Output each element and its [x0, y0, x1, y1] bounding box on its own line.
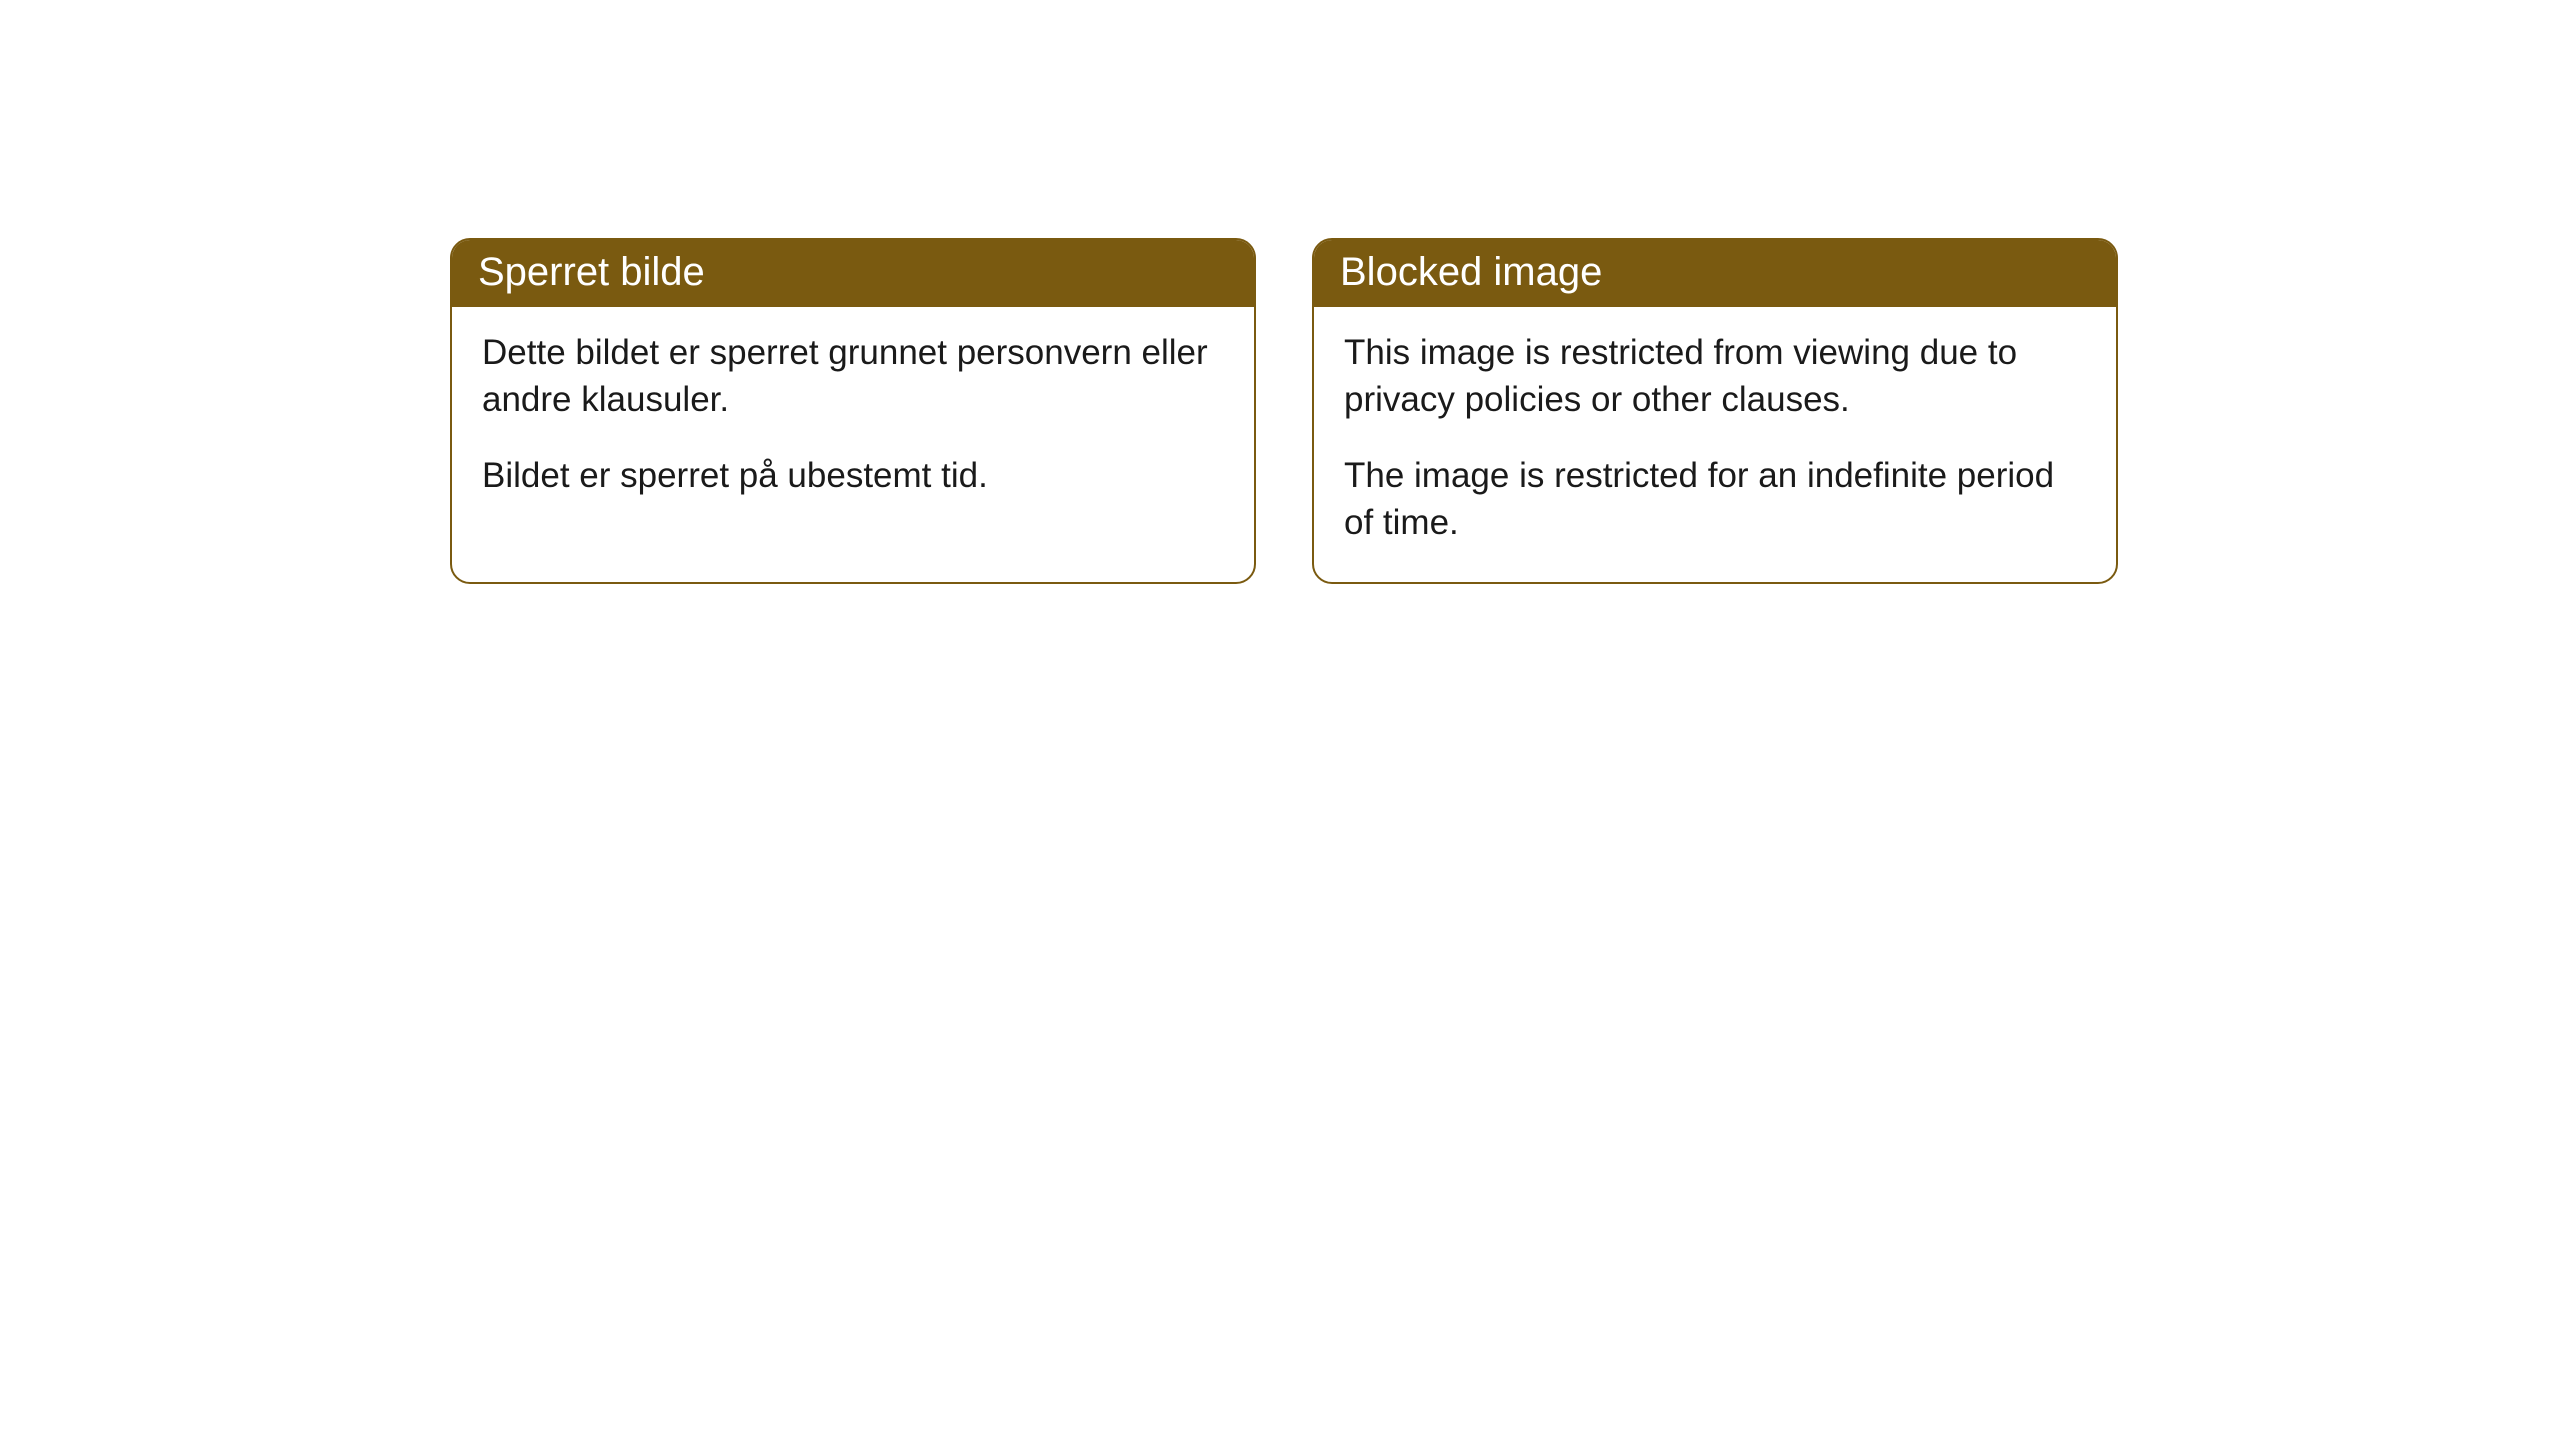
card-paragraph-1-english: This image is restricted from viewing du… — [1344, 329, 2086, 424]
cards-container: Sperret bilde Dette bildet er sperret gr… — [0, 0, 2560, 584]
card-paragraph-2-norwegian: Bildet er sperret på ubestemt tid. — [482, 452, 1224, 499]
blocked-image-card-english: Blocked image This image is restricted f… — [1312, 238, 2118, 584]
card-body-english: This image is restricted from viewing du… — [1314, 307, 2116, 582]
card-paragraph-2-english: The image is restricted for an indefinit… — [1344, 452, 2086, 547]
card-body-norwegian: Dette bildet er sperret grunnet personve… — [452, 307, 1254, 535]
card-paragraph-1-norwegian: Dette bildet er sperret grunnet personve… — [482, 329, 1224, 424]
card-title-english: Blocked image — [1314, 240, 2116, 307]
blocked-image-card-norwegian: Sperret bilde Dette bildet er sperret gr… — [450, 238, 1256, 584]
card-title-norwegian: Sperret bilde — [452, 240, 1254, 307]
